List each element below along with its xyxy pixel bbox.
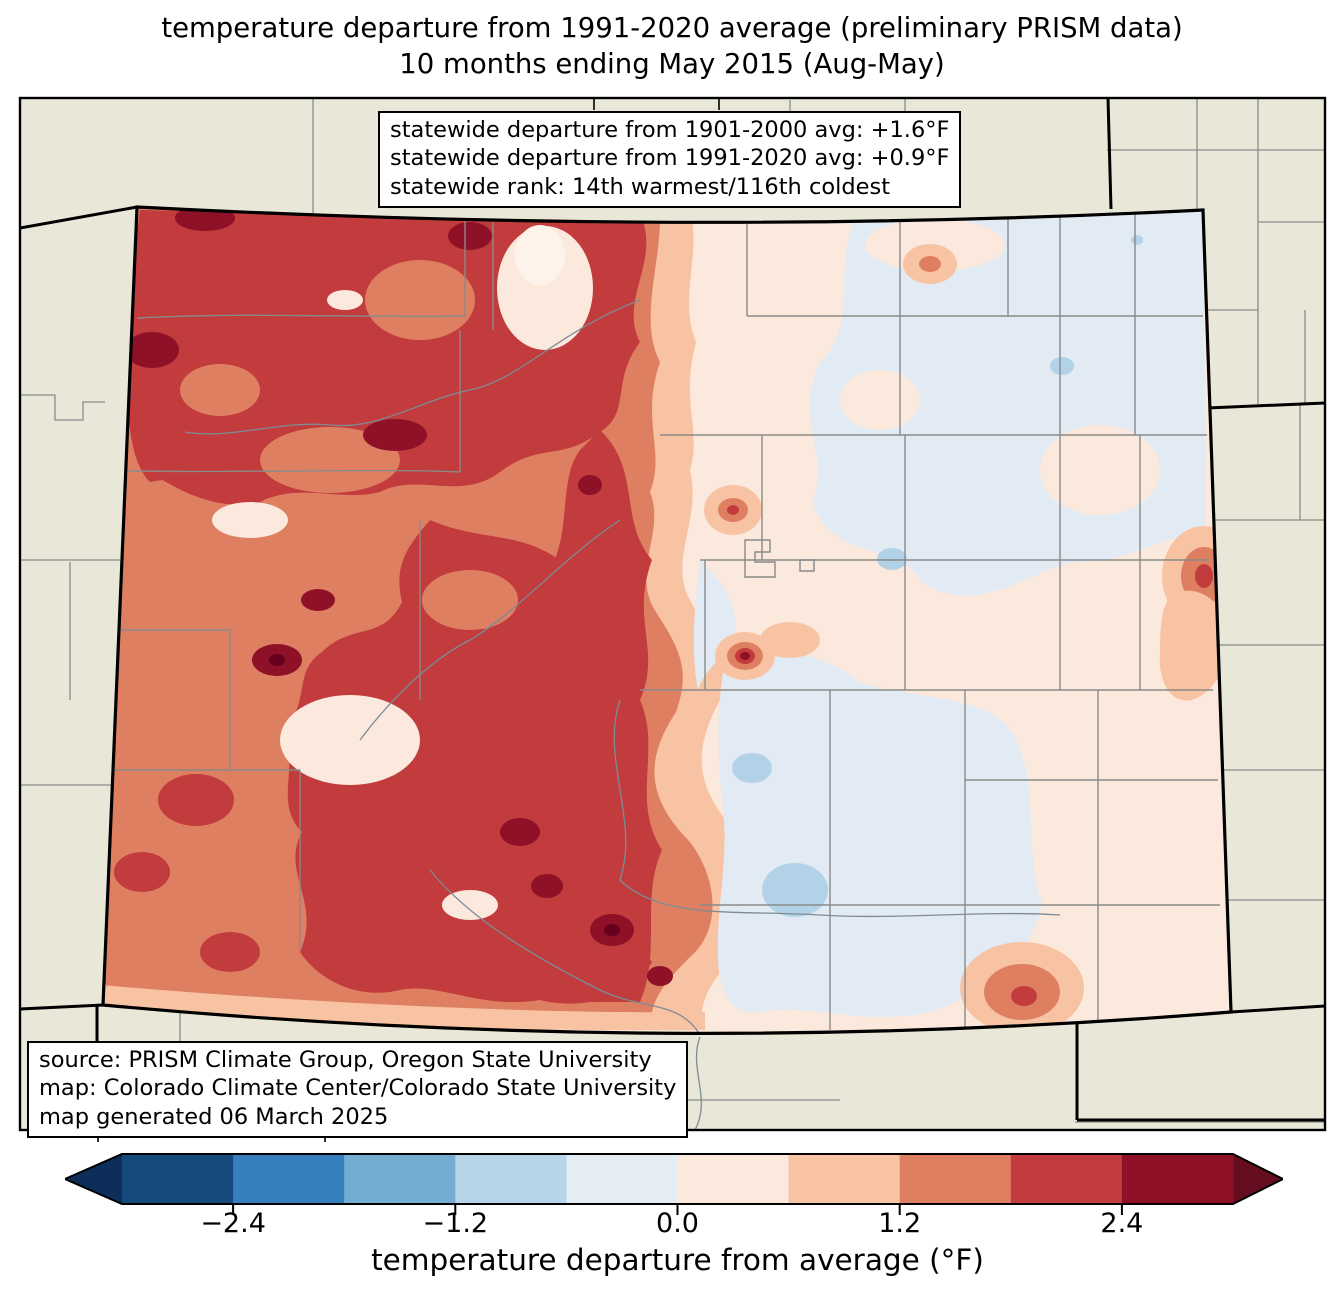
title-line-2: 10 months ending May 2015 (Aug-May) bbox=[399, 48, 945, 81]
stats-line-3: statewide rank: 14th warmest/116th colde… bbox=[390, 173, 891, 200]
title-line-1: temperature departure from 1991-2020 ave… bbox=[161, 12, 1183, 44]
colorbar-tick-label: 0.0 bbox=[656, 1208, 699, 1239]
colorbar-bin bbox=[122, 1154, 234, 1204]
colorbar-tick-label: −1.2 bbox=[422, 1208, 489, 1239]
colorbar-bin bbox=[455, 1154, 567, 1204]
colorbar-tick-label: −2.4 bbox=[200, 1208, 266, 1239]
colorbar-bin bbox=[344, 1154, 456, 1204]
colorbar-bin bbox=[1010, 1154, 1123, 1204]
colorbar-bin bbox=[566, 1154, 679, 1204]
colorado-county-lines bbox=[103, 212, 1220, 1034]
colorbar-ticks bbox=[232, 1204, 1123, 1215]
stats-line-1: statewide departure from 1901-2000 avg: … bbox=[390, 117, 950, 143]
colorbar-bin bbox=[233, 1154, 345, 1204]
colorbar-bin bbox=[788, 1154, 901, 1204]
colorado-temperature-map bbox=[18, 96, 1327, 1142]
colorbar bbox=[65, 1153, 1283, 1215]
colorbar-tick-label: 1.2 bbox=[878, 1208, 922, 1239]
colorado-state-border bbox=[101, 205, 1233, 1035]
warm-spots-east bbox=[704, 244, 1231, 1034]
figure-title: temperature departure from 1991-2020 ave… bbox=[0, 10, 1344, 83]
source-box: source: PRISM Climate Group, Oregon Stat… bbox=[27, 1041, 689, 1139]
statewide-stats-box: statewide departure from 1901-2000 avg: … bbox=[378, 111, 962, 209]
source-line-1: source: PRISM Climate Group, Oregon Stat… bbox=[39, 1047, 652, 1073]
colorbar-bins bbox=[122, 1154, 1234, 1204]
colorbar-tick-label: 2.4 bbox=[1100, 1208, 1144, 1239]
colorbar-under-arrow bbox=[65, 1154, 122, 1204]
colorbar-axis-label: temperature departure from average (°F) bbox=[371, 1243, 984, 1277]
temperature-contours bbox=[103, 207, 1231, 1034]
source-line-2: map: Colorado Climate Center/Colorado St… bbox=[39, 1075, 677, 1102]
colorbar-outline bbox=[65, 1153, 1283, 1205]
colorbar-bin bbox=[677, 1154, 790, 1204]
colorbar-bin bbox=[899, 1154, 1012, 1204]
source-line-3: map generated 06 March 2025 bbox=[39, 1103, 389, 1130]
stats-line-2: statewide departure from 1991-2020 avg: … bbox=[390, 145, 950, 172]
colorbar-bin bbox=[1121, 1154, 1234, 1204]
colorbar-over-arrow bbox=[1233, 1154, 1283, 1204]
